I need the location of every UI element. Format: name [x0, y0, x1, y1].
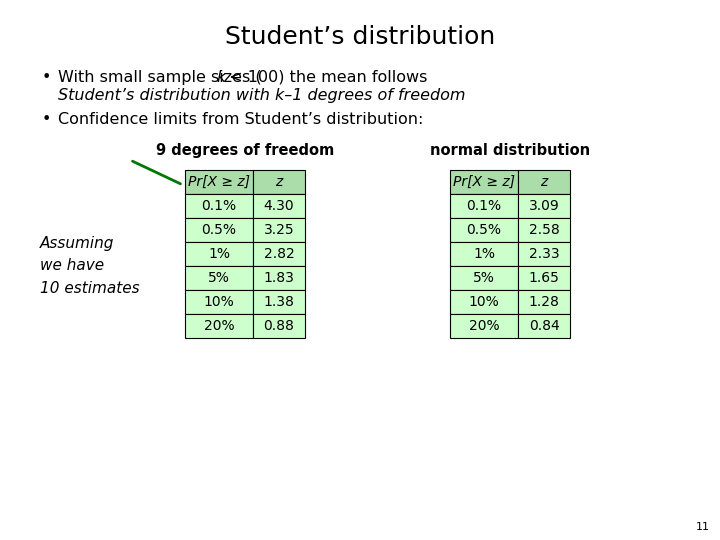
Text: 3.25: 3.25 — [264, 223, 294, 237]
Text: 10%: 10% — [469, 295, 500, 309]
Bar — [253, 194, 305, 218]
Text: 10%: 10% — [204, 295, 235, 309]
Text: < 100) the mean follows: < 100) the mean follows — [224, 70, 428, 85]
Text: Pr[X ≥ z]: Pr[X ≥ z] — [453, 175, 515, 189]
Text: 0.5%: 0.5% — [467, 223, 502, 237]
Bar — [518, 290, 570, 314]
Bar — [185, 290, 253, 314]
Bar — [185, 314, 253, 338]
Bar — [253, 266, 305, 290]
Bar — [185, 194, 253, 218]
Text: 5%: 5% — [473, 271, 495, 285]
Text: 2.33: 2.33 — [528, 247, 559, 261]
Bar — [518, 218, 570, 242]
Bar — [253, 314, 305, 338]
Text: 1.38: 1.38 — [264, 295, 294, 309]
Bar — [185, 242, 253, 266]
Text: 1%: 1% — [208, 247, 230, 261]
Bar — [518, 242, 570, 266]
Text: 0.1%: 0.1% — [202, 199, 237, 213]
Text: Confidence limits from Student’s distribution:: Confidence limits from Student’s distrib… — [58, 112, 423, 127]
Bar — [450, 194, 518, 218]
Bar — [450, 242, 518, 266]
Bar — [185, 266, 253, 290]
Bar — [450, 314, 518, 338]
Text: Assuming
we have
10 estimates: Assuming we have 10 estimates — [40, 237, 140, 296]
Bar — [518, 266, 570, 290]
Text: •: • — [42, 112, 51, 127]
Bar — [253, 170, 305, 194]
Bar — [185, 218, 253, 242]
Bar — [253, 242, 305, 266]
Text: 2.58: 2.58 — [528, 223, 559, 237]
Bar — [253, 290, 305, 314]
Text: 0.1%: 0.1% — [467, 199, 502, 213]
Text: 4.30: 4.30 — [264, 199, 294, 213]
Text: Student’s distribution with k–1 degrees of freedom: Student’s distribution with k–1 degrees … — [58, 88, 466, 103]
Bar — [518, 314, 570, 338]
Bar — [518, 194, 570, 218]
Text: 1.28: 1.28 — [528, 295, 559, 309]
Text: normal distribution: normal distribution — [430, 143, 590, 158]
Text: 20%: 20% — [204, 319, 234, 333]
Bar — [185, 170, 253, 194]
Bar — [450, 290, 518, 314]
Bar — [450, 170, 518, 194]
Text: k: k — [216, 70, 225, 85]
Bar — [450, 218, 518, 242]
Text: 0.88: 0.88 — [264, 319, 294, 333]
Text: •: • — [42, 70, 51, 85]
Text: 2.82: 2.82 — [264, 247, 294, 261]
Text: 0.5%: 0.5% — [202, 223, 236, 237]
Text: Pr[X ≥ z]: Pr[X ≥ z] — [188, 175, 250, 189]
Text: 20%: 20% — [469, 319, 499, 333]
Bar — [518, 170, 570, 194]
Text: 9 degrees of freedom: 9 degrees of freedom — [156, 143, 334, 158]
Bar — [450, 266, 518, 290]
Text: 5%: 5% — [208, 271, 230, 285]
Text: z: z — [275, 175, 283, 189]
Text: 1.83: 1.83 — [264, 271, 294, 285]
Text: Student’s distribution: Student’s distribution — [225, 25, 495, 49]
Text: With small sample sizes (: With small sample sizes ( — [58, 70, 261, 85]
Text: z: z — [541, 175, 548, 189]
Bar — [253, 218, 305, 242]
Text: 3.09: 3.09 — [528, 199, 559, 213]
Text: 1.65: 1.65 — [528, 271, 559, 285]
Text: 11: 11 — [696, 522, 710, 532]
Text: 0.84: 0.84 — [528, 319, 559, 333]
Text: 1%: 1% — [473, 247, 495, 261]
